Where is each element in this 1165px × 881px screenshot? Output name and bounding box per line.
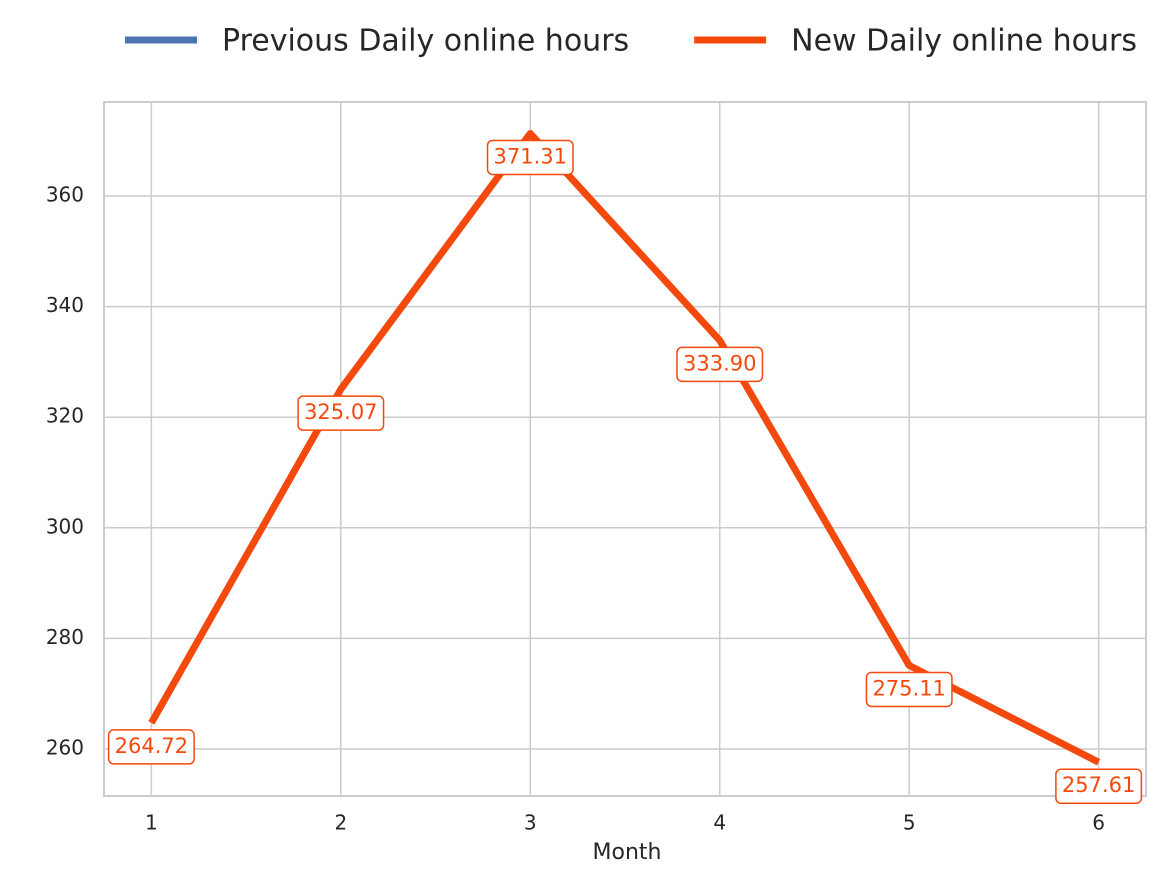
data-label-box [865,671,953,708]
data-label-text: 333.90 [683,351,756,375]
data-label-box [676,346,764,383]
y-tick-label: 360 [46,183,84,207]
x-tick-label: 3 [524,811,537,835]
data-label: 333.90 [676,346,764,383]
data-label-text: 371.31 [494,144,567,168]
data-label-box [486,139,574,176]
data-label-text: 257.61 [1062,773,1135,797]
data-label-text: 264.72 [115,734,188,758]
x-tick-label: 6 [1092,811,1105,835]
x-tick-label: 4 [713,811,726,835]
data-label-text: 325.07 [304,400,377,424]
y-tick-label: 280 [46,625,84,649]
y-tick-label: 340 [46,293,84,317]
x-tick-label: 5 [903,811,916,835]
data-label-text: 275.11 [872,676,945,700]
y-tick-label: 320 [46,404,84,428]
data-label-box [107,729,195,765]
data-label: 275.11 [865,671,953,708]
legend-label: Previous Daily online hours [222,24,629,59]
y-tick-label: 260 [46,735,84,759]
data-label-box [297,395,385,431]
data-label: 264.72 [107,729,195,765]
x-axis-label: Month [593,840,662,865]
data-label: 325.07 [297,395,385,431]
data-label: 371.31 [486,139,574,176]
legend-label: New Daily online hours [791,24,1137,59]
y-tick-label: 300 [46,514,84,538]
x-tick-label: 1 [145,811,158,835]
data-label-box [1055,768,1143,804]
x-tick-label: 2 [334,811,347,835]
plot-area [103,101,1147,797]
data-label: 257.61 [1055,768,1143,804]
